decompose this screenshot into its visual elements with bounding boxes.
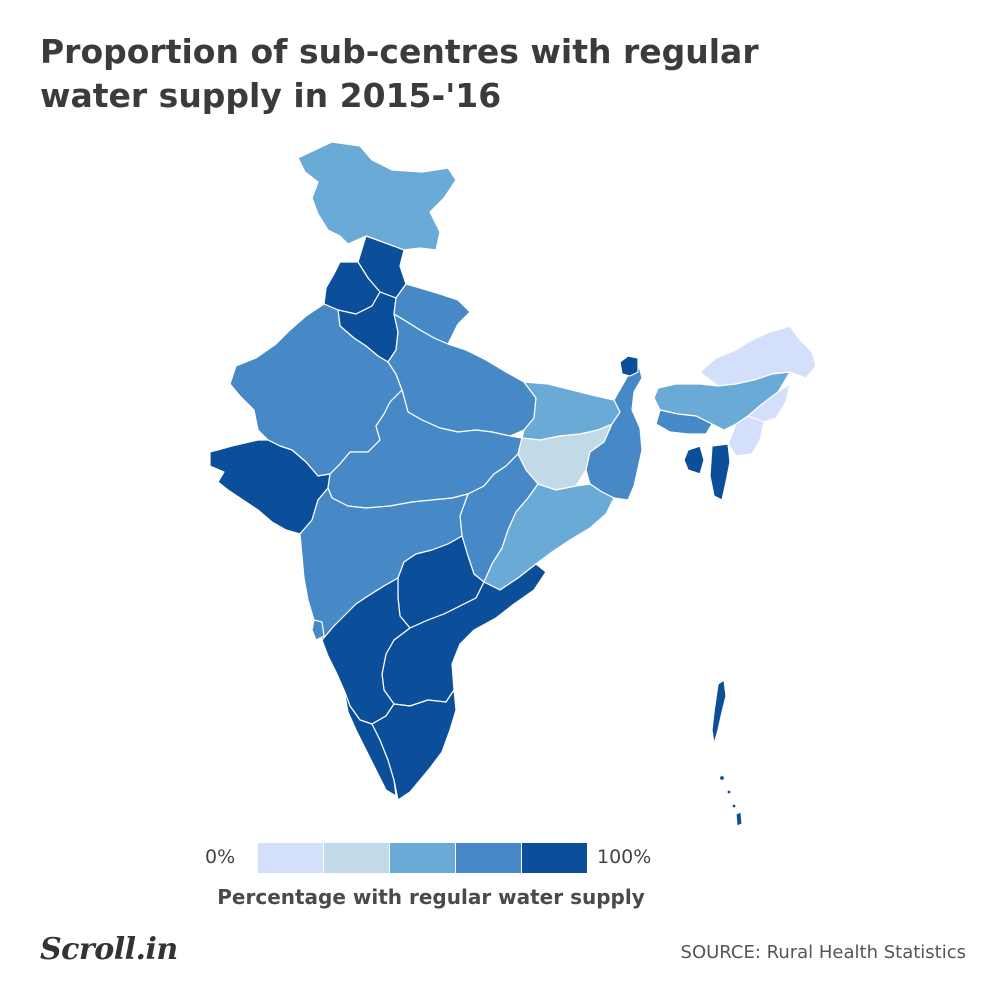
legend-swatch (323, 843, 389, 873)
legend-swatch (389, 843, 455, 873)
scroll-logo: Scroll.in (40, 932, 178, 967)
region-goa (311, 619, 325, 641)
island-dot (726, 789, 732, 795)
source-note: SOURCE: Rural Health Statistics (680, 942, 966, 963)
island-dot (718, 774, 726, 782)
region-tripura (683, 445, 705, 475)
legend-color-scale (258, 843, 587, 873)
region-manipur (727, 415, 765, 457)
region-odisha (483, 483, 615, 591)
legend-min-label: 0% (205, 846, 236, 868)
region-arunachal-pradesh (699, 325, 817, 387)
region-mizoram (709, 443, 731, 501)
region-sikkim (619, 355, 639, 377)
legend-swatch (521, 843, 587, 873)
region-jammu-kashmir (297, 141, 457, 251)
chart-title: Proportion of sub-centres with regular w… (40, 32, 759, 115)
region-meghalaya (655, 409, 713, 435)
region-tamil-nadu (371, 689, 457, 801)
legend-max-label: 100% (597, 846, 652, 868)
island-dot (731, 803, 737, 809)
legend-swatch (258, 843, 323, 873)
region-andaman-nicobar (711, 679, 727, 745)
island (735, 811, 743, 827)
legend-caption: Percentage with regular water supply (217, 885, 645, 909)
legend-swatch (455, 843, 521, 873)
region-west-bengal (585, 359, 643, 501)
